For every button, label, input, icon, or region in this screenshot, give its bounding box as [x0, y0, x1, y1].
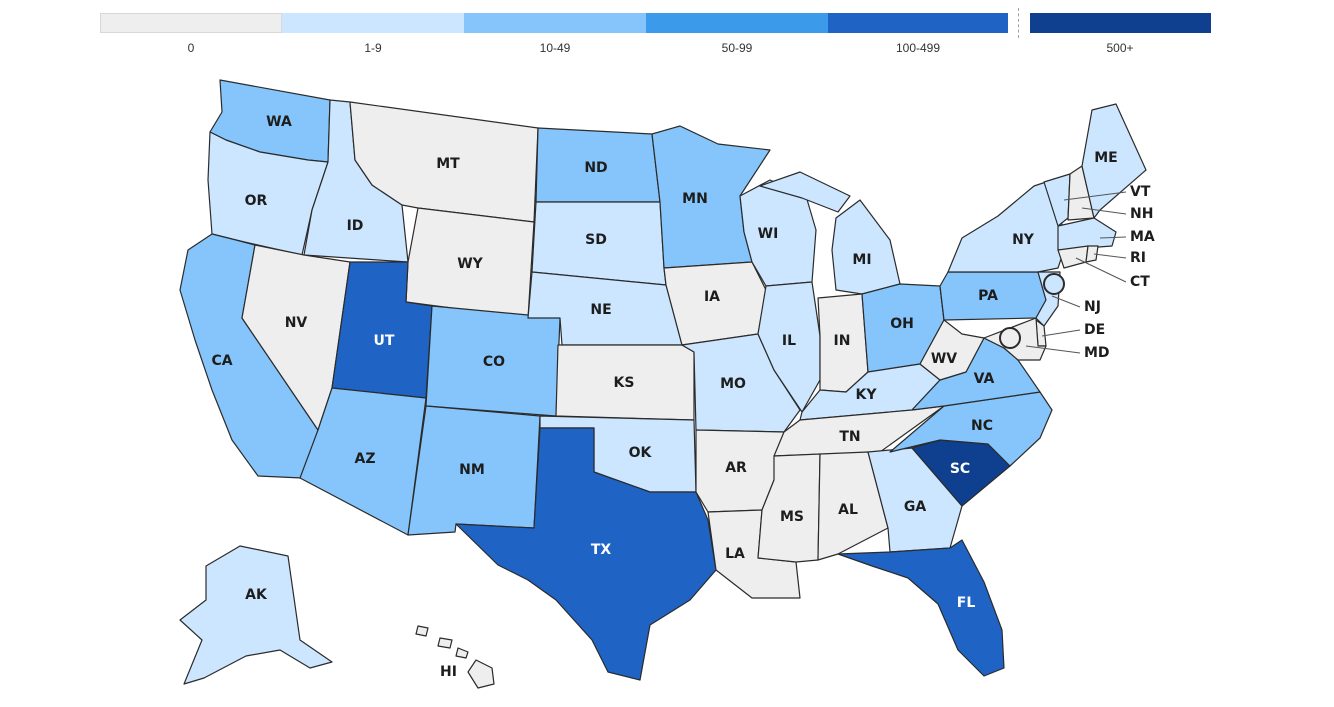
label-ga: GA	[904, 499, 926, 515]
state-al[interactable]	[817, 451, 889, 561]
state-ma[interactable]	[1057, 217, 1117, 251]
label-wy: WY	[457, 256, 483, 272]
label-nj: NJ	[1084, 299, 1101, 315]
label-mn: MN	[682, 191, 708, 207]
leader-vt	[1063, 191, 1127, 201]
leader-ct	[1075, 257, 1127, 283]
label-va: VA	[974, 371, 995, 387]
label-ar: AR	[725, 460, 747, 476]
label-ms: MS	[780, 509, 804, 525]
label-mi: MI	[852, 252, 871, 268]
state-tx[interactable]	[455, 427, 717, 681]
state-ak[interactable]	[179, 545, 333, 685]
legend-label-0: 0	[187, 41, 195, 55]
label-ks: KS	[614, 375, 635, 391]
label-ky: KY	[856, 387, 878, 403]
legend-swatch-5	[1030, 13, 1211, 33]
label-id: ID	[347, 218, 364, 234]
legend-swatch-4	[828, 13, 1008, 33]
label-ri: RI	[1130, 250, 1146, 266]
state-fl[interactable]	[837, 539, 1005, 677]
label-nh: NH	[1130, 206, 1153, 222]
state-ct[interactable]	[1057, 245, 1089, 269]
legend-label-1: 1-9	[364, 41, 382, 55]
leader-ri	[1093, 253, 1127, 259]
legend-label-3: 50-99	[721, 41, 753, 55]
label-ut: UT	[374, 333, 395, 349]
label-pa: PA	[978, 288, 998, 304]
label-md: MD	[1084, 345, 1110, 361]
leader-de	[1041, 329, 1081, 337]
label-oh: OH	[890, 316, 914, 332]
label-co: CO	[483, 354, 505, 370]
label-nd: ND	[584, 160, 607, 176]
label-ne: NE	[590, 302, 611, 318]
label-wi: WI	[758, 226, 779, 242]
legend: 0 1-9 10-49 50-99 100-499 500+	[0, 0, 1334, 60]
label-hi: HI	[440, 664, 457, 680]
label-ok: OK	[629, 445, 653, 461]
label-ma: MA	[1130, 229, 1155, 245]
legend-swatch-1	[282, 13, 464, 33]
state-ks[interactable]	[555, 344, 695, 421]
leader-md	[1025, 345, 1081, 354]
label-sc: SC	[950, 461, 970, 477]
label-mt: MT	[436, 156, 460, 172]
label-ct: CT	[1130, 274, 1150, 290]
label-tn: TN	[839, 429, 860, 445]
state-il[interactable]	[757, 281, 821, 413]
state-hi[interactable]	[415, 625, 495, 689]
label-tx: TX	[591, 542, 612, 558]
legend-swatch-2	[464, 13, 646, 33]
state-nc[interactable]	[889, 391, 1053, 467]
label-in: IN	[834, 333, 851, 349]
dc-marker[interactable]	[999, 327, 1021, 349]
label-mo: MO	[720, 376, 746, 392]
label-nm: NM	[459, 462, 485, 478]
legend-label-5: 500+	[1106, 41, 1134, 55]
label-al: AL	[838, 502, 858, 518]
state-ri[interactable]	[1085, 245, 1099, 263]
label-ak: AK	[245, 587, 268, 603]
state-az[interactable]	[299, 387, 427, 536]
label-ca: CA	[211, 353, 232, 369]
nyc-marker[interactable]	[1043, 273, 1065, 295]
state-wv[interactable]	[919, 285, 985, 381]
label-il: IL	[782, 333, 796, 349]
label-de: DE	[1084, 322, 1105, 338]
label-me: ME	[1094, 150, 1118, 166]
legend-label-4: 100-499	[895, 41, 941, 55]
label-ia: IA	[704, 289, 720, 305]
label-vt: VT	[1130, 184, 1151, 200]
label-wa: WA	[266, 114, 292, 130]
leader-ma	[1099, 236, 1127, 239]
label-wv: WV	[931, 351, 957, 367]
label-ny: NY	[1012, 232, 1035, 248]
label-nc: NC	[971, 418, 993, 434]
legend-swatch-0	[100, 13, 282, 33]
legend-label-2: 10-49	[539, 41, 571, 55]
label-nv: NV	[285, 315, 308, 331]
legend-swatch-3	[646, 13, 828, 33]
label-or: OR	[245, 193, 268, 209]
leader-nj	[1051, 295, 1081, 308]
legend-divider	[1018, 8, 1019, 38]
label-la: LA	[725, 546, 745, 562]
label-sd: SD	[585, 232, 607, 248]
label-fl: FL	[957, 595, 976, 611]
leader-nh	[1081, 207, 1127, 215]
label-az: AZ	[355, 451, 376, 467]
